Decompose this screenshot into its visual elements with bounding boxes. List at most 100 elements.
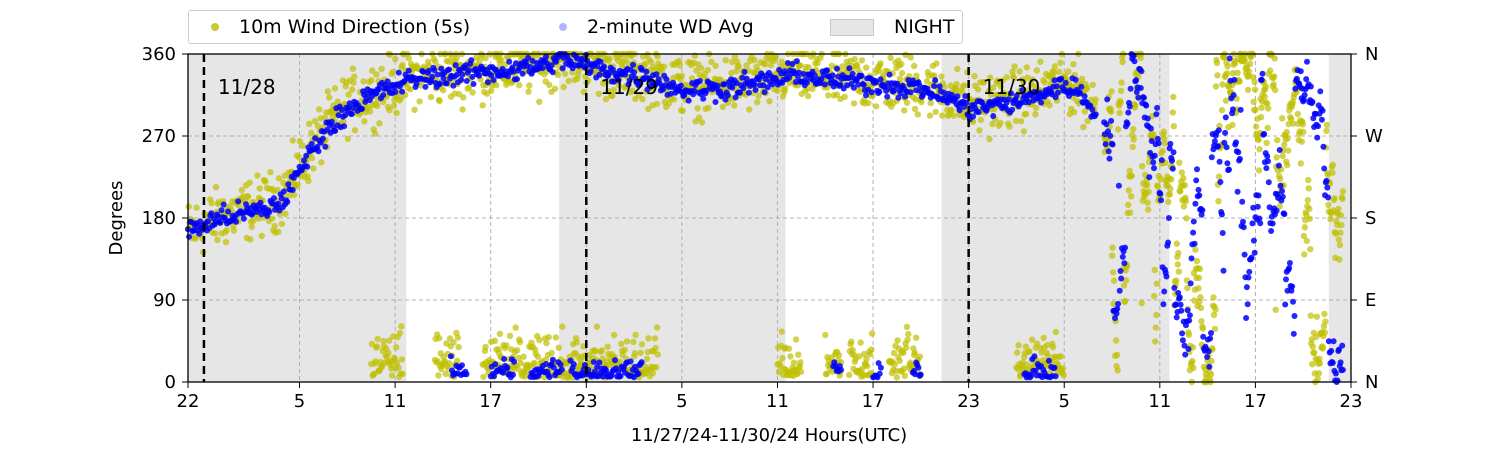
wd5s-late-point [1152, 338, 1159, 345]
wd2min-late-point [1148, 138, 1155, 144]
wd5s-point [374, 102, 381, 110]
wd5s-low-point [900, 349, 907, 357]
wd2min-point [437, 80, 443, 87]
wd2min-late-point [1330, 338, 1337, 345]
wd5s-point [933, 60, 940, 67]
wd5s-point [751, 56, 758, 64]
wd5s-low-point [480, 373, 487, 380]
wd2min-point [886, 71, 893, 78]
wd2min-late-point [1165, 215, 1172, 221]
wd2min-late-point [1268, 228, 1275, 234]
wd2min-point [275, 200, 282, 207]
day-marker-label-0: 11/28 [218, 75, 276, 99]
wd5s-late-point [1335, 236, 1343, 243]
wd2min-late-point [1279, 188, 1285, 195]
wd2min-point [220, 201, 227, 208]
wd5s-late-point [1144, 199, 1151, 206]
wd2min-late-point [1226, 55, 1233, 62]
wd5s-point [1057, 59, 1064, 66]
wd5s-late-point [1117, 99, 1124, 106]
wd5s-point [350, 79, 357, 86]
wd5s-late-point [1301, 224, 1309, 231]
wd2min-point [769, 81, 776, 88]
wd5s-late-point [1144, 181, 1151, 189]
wd5s-low-point [618, 340, 625, 348]
wd5s-point [728, 69, 735, 77]
wd2min-point [696, 78, 703, 84]
wd2min-late-point [1286, 260, 1293, 266]
wd2min-point [1008, 90, 1014, 97]
wd2min-late-point [1172, 301, 1179, 308]
wd5s-point [285, 192, 293, 199]
legend-item-2min: 2-minute WD Avg [559, 11, 754, 43]
wd5s-low-point [822, 331, 829, 339]
wd2min-late-point [1244, 301, 1251, 308]
wd5s-late-point [1311, 349, 1318, 356]
wd5s-low-point [1044, 341, 1051, 349]
wd5s-low-point [630, 338, 637, 346]
wd5s-late-point [1178, 169, 1186, 176]
wd5s-point [595, 90, 602, 98]
wd2min-point [514, 76, 520, 83]
wd2min-point [712, 99, 719, 105]
wd2min-late-point [1105, 128, 1111, 135]
wd2min-late-point [1165, 239, 1172, 246]
wd5s-low-point [893, 374, 901, 381]
wd5s-point [735, 62, 742, 70]
wd5s-point [1020, 128, 1028, 135]
wd5s-point [1081, 108, 1089, 115]
wd5s-point [976, 127, 983, 134]
wd5s-point [1051, 63, 1059, 70]
wd2min-late-point [1178, 307, 1185, 314]
wd2min-late-point [1265, 179, 1272, 186]
wd5s-late-point [1270, 81, 1277, 88]
x-tick-label-9: 5 [1059, 391, 1070, 412]
wd5s-late-point [1257, 113, 1265, 121]
wd5s-low-point [555, 344, 562, 351]
wd5s-point [694, 105, 701, 112]
wd5s-point [386, 107, 393, 114]
wd5s-low-point [637, 349, 644, 356]
wd5s-late-point [1272, 86, 1279, 94]
wd2min-point [883, 87, 890, 94]
wd5s-point [459, 106, 466, 113]
wd5s-point [647, 58, 655, 66]
wd2min-low-point [570, 361, 577, 368]
wd2min-point [793, 58, 800, 65]
wd2min-low-point [1051, 364, 1058, 371]
wd2min-late-point [1154, 104, 1161, 111]
wd2min-late-point [1320, 143, 1327, 150]
wd2min-late-point [1324, 184, 1331, 191]
wd5s-late-point [1338, 221, 1345, 229]
wd2min-late-point [1323, 177, 1330, 184]
wd2min-late-point [1171, 284, 1178, 291]
wd2min-point [907, 89, 914, 96]
wd5s-late-point [1167, 185, 1174, 192]
wd5s-late-point [1195, 285, 1202, 292]
wd2min-point [217, 219, 224, 226]
wd5s-point [755, 92, 762, 100]
wd5s-late-point [1107, 108, 1115, 115]
wd5s-late-point [1208, 357, 1215, 365]
wd5s-late-point [1212, 83, 1220, 90]
x-tick-label-7: 17 [862, 391, 885, 412]
wd2min-late-point [1281, 211, 1288, 218]
wd5s-point [295, 154, 303, 161]
wd5s-late-point [1129, 143, 1136, 151]
wd5s-low-point [396, 329, 404, 337]
wd2min-point [821, 81, 828, 88]
chart-legend: 10m Wind Direction (5s) 2-minute WD Avg … [188, 10, 963, 44]
wd2min-low-point [557, 361, 564, 368]
wd2min-point [902, 93, 909, 100]
wd5s-late-point [1182, 197, 1190, 205]
wd2min-low-point [459, 362, 465, 369]
wd5s-low-point [868, 330, 876, 337]
wd5s-point [839, 63, 846, 70]
right-tick-label-0: N [1365, 372, 1378, 393]
wd2min-late-point [1241, 251, 1248, 258]
wd2min-low-point [612, 357, 618, 364]
wd5s-low-point [1040, 334, 1047, 342]
wd2min-point [559, 65, 566, 72]
wd5s-late-point [1234, 69, 1241, 77]
wd5s-point [331, 85, 339, 92]
